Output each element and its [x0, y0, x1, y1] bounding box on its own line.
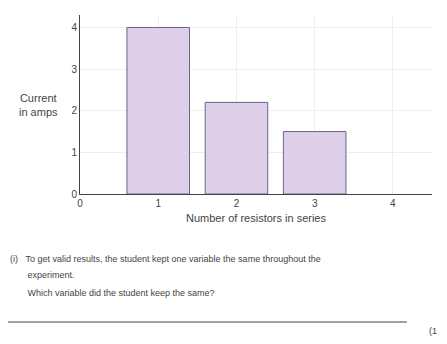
svg-text:Number of resistors in series: Number of resistors in series: [186, 212, 326, 224]
svg-text:3: 3: [71, 64, 77, 75]
svg-text:Currentin amps: Currentin amps: [19, 92, 58, 118]
svg-text:3: 3: [312, 198, 318, 209]
svg-text:4: 4: [71, 22, 77, 33]
svg-text:0: 0: [77, 198, 83, 209]
svg-text:1: 1: [71, 147, 77, 158]
svg-text:Which variable did the student: Which variable did the student keep the …: [10, 288, 215, 298]
svg-text:1: 1: [155, 198, 161, 209]
svg-text:0: 0: [71, 189, 77, 200]
svg-text:(1: (1: [429, 326, 437, 336]
svg-text:experiment.: experiment.: [10, 270, 75, 280]
svg-text:2: 2: [71, 105, 77, 116]
svg-text:2: 2: [234, 198, 240, 209]
svg-text:4: 4: [390, 198, 396, 209]
svg-text:(i) To get valid results, th: (i) To get valid results, the student ke…: [10, 254, 321, 264]
